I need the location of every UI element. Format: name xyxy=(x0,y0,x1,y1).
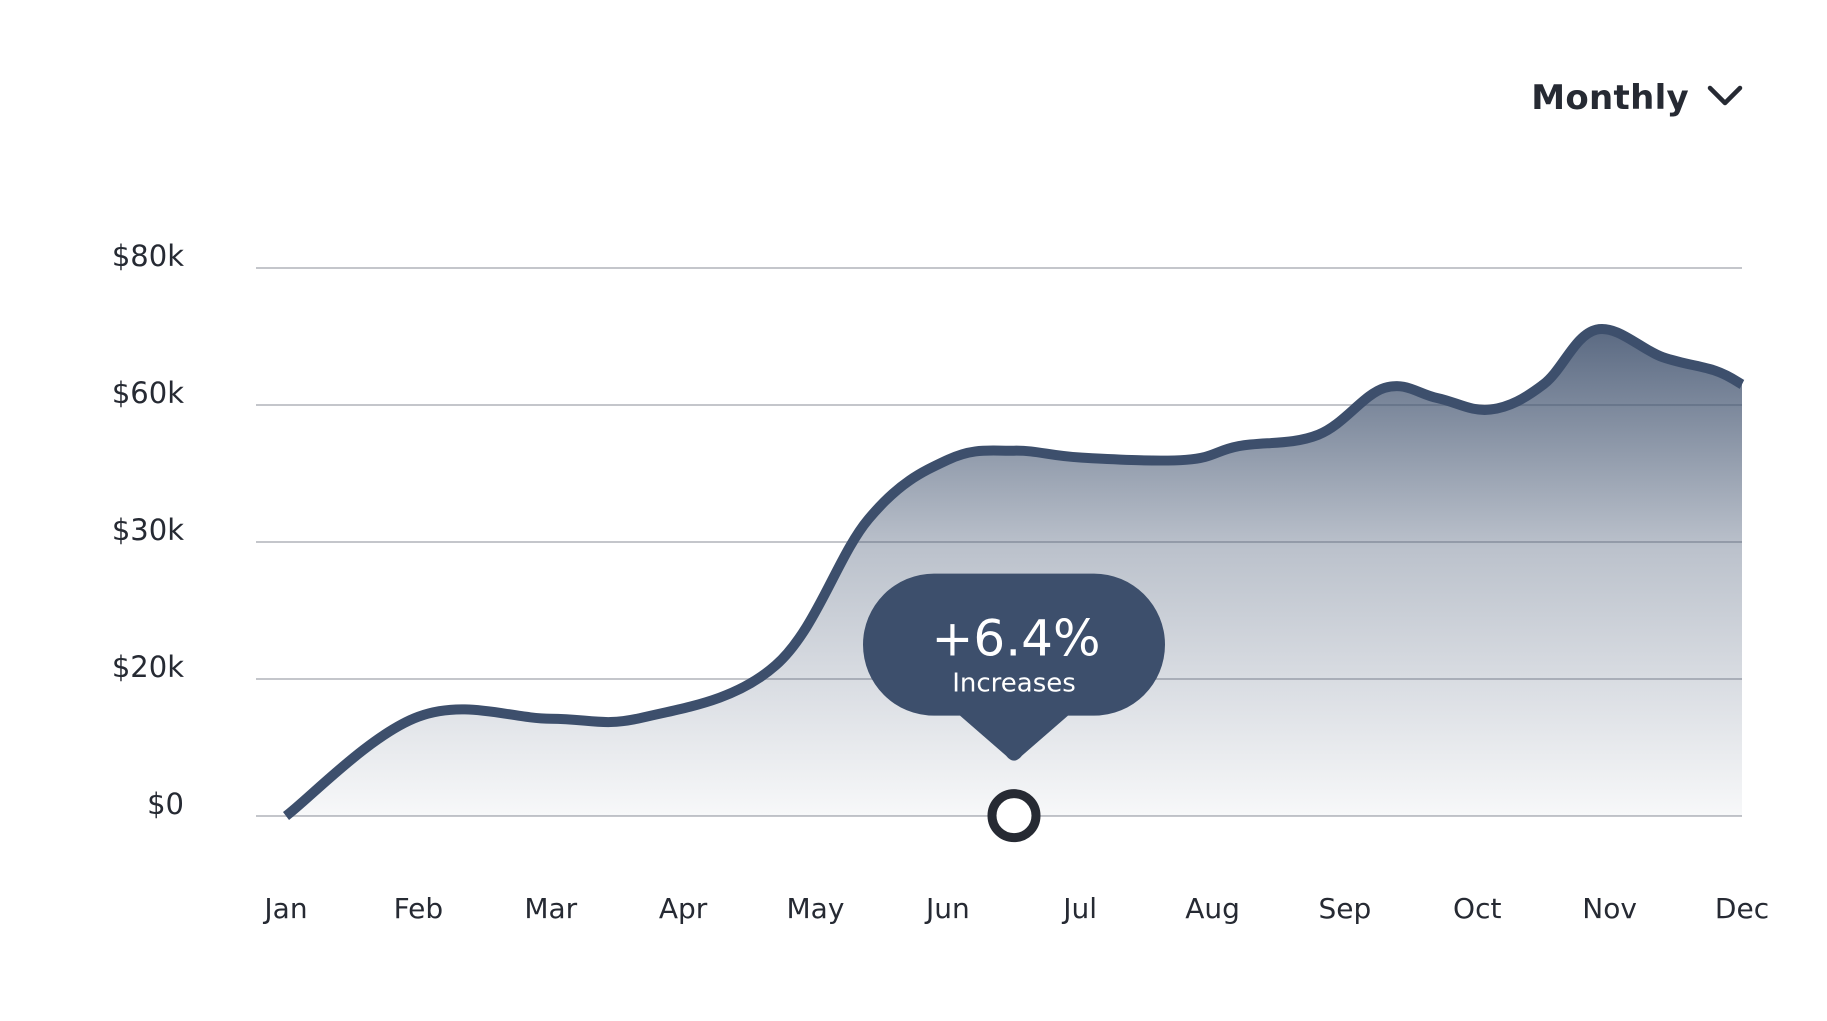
x-tick-label: Dec xyxy=(1715,892,1769,925)
y-tick-label: $20k xyxy=(112,650,184,684)
x-tick-label: Sep xyxy=(1319,892,1372,925)
period-dropdown-label: Monthly xyxy=(1531,78,1689,118)
period-dropdown[interactable]: Monthly xyxy=(1531,78,1743,118)
y-tick-label: $60k xyxy=(112,376,184,410)
y-axis: $0 $20k $30k $60k $80k xyxy=(112,239,184,821)
x-tick-label: May xyxy=(787,892,845,925)
x-tick-label: Jun xyxy=(924,892,970,925)
y-tick-label: $0 xyxy=(147,787,184,821)
x-tick-label: Aug xyxy=(1185,892,1240,925)
tooltip-label: Increases xyxy=(952,669,1076,699)
tooltip: +6.4% Increases xyxy=(863,573,1165,761)
x-tick-label: Apr xyxy=(659,892,708,925)
y-tick-label: $30k xyxy=(112,513,184,547)
series-line xyxy=(282,324,1745,820)
x-tick-label: Jan xyxy=(262,892,307,925)
x-tick-label: Feb xyxy=(394,892,444,925)
tooltip-bubble xyxy=(863,573,1165,761)
chevron-down-icon xyxy=(1707,84,1743,113)
x-tick-label: Mar xyxy=(524,892,577,925)
data-point-marker[interactable] xyxy=(987,789,1041,843)
series-area xyxy=(286,328,1742,816)
x-axis: Jan Feb Mar Apr May Jun Jul Aug Sep Oct Nov Dec xyxy=(262,892,1769,925)
x-tick-label: Nov xyxy=(1582,892,1637,925)
x-tick-label: Oct xyxy=(1453,892,1501,925)
tooltip-value: +6.4% xyxy=(932,610,1101,668)
x-tick-label: Jul xyxy=(1061,892,1097,925)
y-tick-label: $80k xyxy=(112,239,184,273)
